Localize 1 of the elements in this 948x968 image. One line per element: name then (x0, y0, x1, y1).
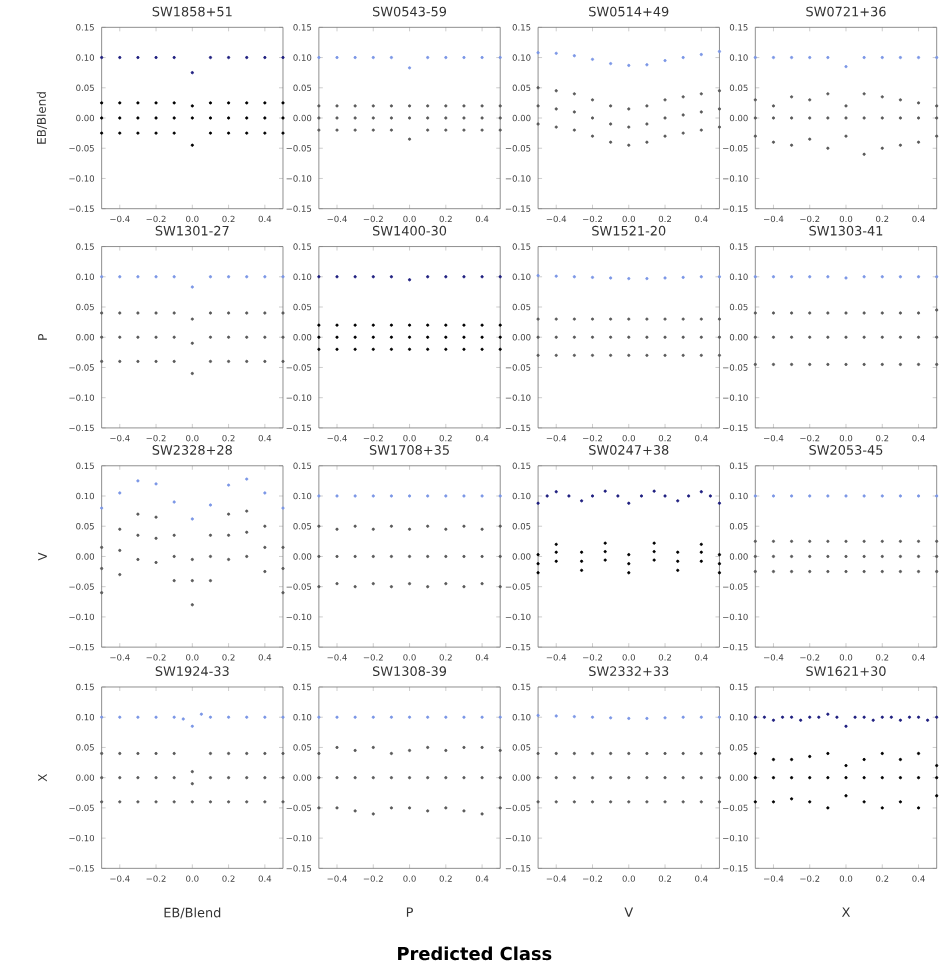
text: Predicted Class (397, 946, 552, 961)
